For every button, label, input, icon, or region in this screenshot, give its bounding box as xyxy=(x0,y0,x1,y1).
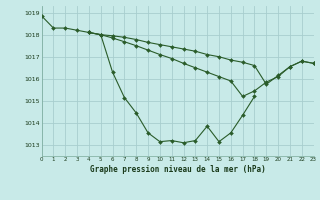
X-axis label: Graphe pression niveau de la mer (hPa): Graphe pression niveau de la mer (hPa) xyxy=(90,165,266,174)
